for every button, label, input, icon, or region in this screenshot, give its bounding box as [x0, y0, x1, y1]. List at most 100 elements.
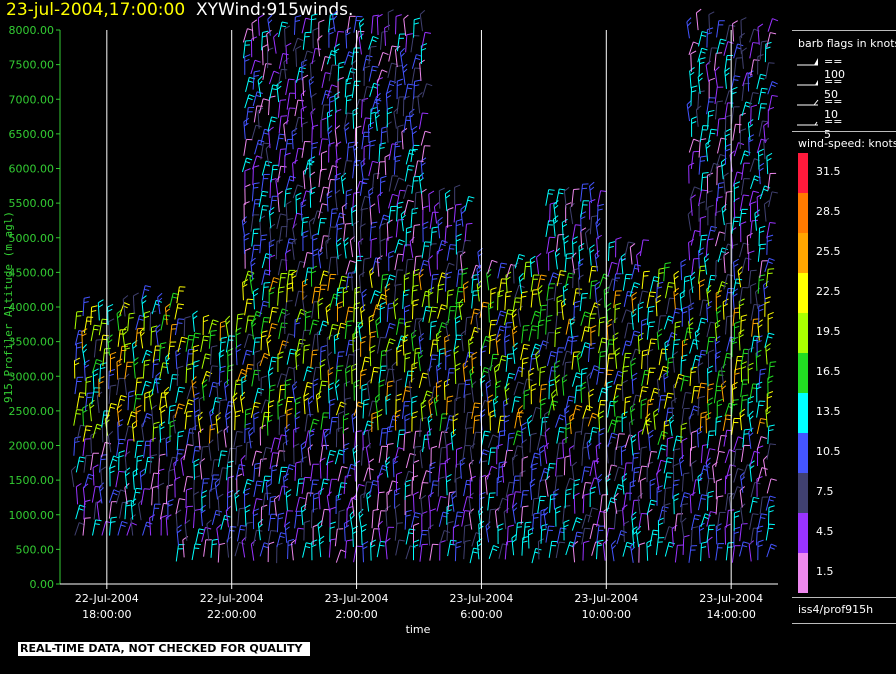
wind-barb [512, 445, 524, 461]
wind-barb [393, 141, 402, 161]
wind-barb [613, 492, 619, 514]
wind-barb [132, 487, 143, 505]
wind-barb [429, 339, 440, 357]
wind-barb [520, 343, 530, 360]
wind-barb [562, 436, 569, 459]
wind-barb [259, 424, 266, 446]
wind-barb [673, 287, 680, 310]
wind-barb [243, 138, 253, 156]
wind-barb [707, 349, 715, 371]
wind-barb [673, 321, 682, 341]
wind-barb [387, 9, 394, 31]
wind-barb [543, 506, 549, 529]
wind-barb [251, 182, 260, 202]
wind-barb [325, 303, 331, 325]
wind-barb [725, 315, 733, 335]
wind-barb [555, 188, 566, 205]
wind-barb [706, 511, 717, 527]
wind-barb [252, 288, 259, 310]
wind-barb [641, 270, 650, 290]
wind-barb [369, 331, 377, 351]
wind-barb [623, 520, 630, 542]
speed-color-label: 16.5 [816, 365, 841, 378]
wind-barb [375, 316, 381, 338]
wind-barb [427, 413, 433, 435]
wind-barb [317, 203, 329, 219]
wind-barb [337, 61, 345, 82]
wind-barb [739, 523, 748, 542]
wind-barb [368, 139, 376, 160]
wind-barb [294, 461, 302, 481]
wind-barb [724, 67, 730, 89]
wind-barb [765, 495, 776, 511]
wind-barb [748, 250, 755, 271]
wind-barb [303, 252, 314, 268]
wind-barb [165, 435, 172, 457]
wind-barb [742, 72, 753, 87]
wind-barb [606, 353, 616, 372]
wind-barb [733, 526, 741, 548]
wind-barb [209, 487, 216, 509]
wind-barb [614, 466, 625, 482]
wind-barb [458, 298, 464, 320]
wind-barb [301, 121, 308, 143]
wind-barb [555, 311, 564, 331]
wind-barb [657, 444, 668, 460]
wind-barb [260, 375, 268, 396]
wind-barb [125, 439, 134, 457]
wind-barb [369, 203, 376, 225]
wind-barb [176, 286, 186, 304]
wind-barb [90, 432, 97, 454]
wind-barb [681, 306, 689, 327]
wind-barb [345, 189, 353, 210]
wind-barb [312, 248, 319, 270]
wind-barb [337, 275, 348, 292]
wind-barb [645, 413, 651, 435]
wind-barb [505, 372, 515, 389]
wind-barb [555, 541, 566, 559]
wind-barb [320, 104, 330, 122]
wind-barb [302, 344, 311, 364]
wind-barb [74, 310, 83, 330]
wind-barb [758, 225, 766, 246]
wind-barb [495, 325, 507, 341]
wind-barb [165, 514, 172, 536]
wind-barb [379, 175, 387, 197]
wind-barb [411, 95, 420, 115]
wind-barb [749, 219, 759, 239]
wind-barb [244, 54, 251, 75]
wind-barb [444, 262, 455, 277]
wind-barb [333, 332, 340, 354]
wind-barb [715, 100, 723, 120]
wind-barb [461, 239, 471, 257]
wind-barb [223, 426, 229, 448]
wind-barb [152, 358, 160, 379]
wind-barb [715, 153, 726, 169]
wind-barb [747, 362, 754, 384]
wind-barb [597, 190, 607, 207]
wind-barb [185, 363, 193, 384]
wind-barb [733, 468, 744, 483]
wind-barb [174, 403, 185, 419]
vertical-gridlines [106, 30, 732, 584]
wind-barb [463, 393, 472, 413]
wind-barb [683, 327, 694, 344]
wind-barb [268, 70, 280, 85]
wind-barb [361, 288, 367, 311]
wind-barb [334, 189, 341, 211]
wind-barb [413, 522, 420, 544]
wind-barb [302, 50, 313, 65]
wind-barb [336, 322, 347, 339]
x-axis-label: time [406, 623, 431, 636]
wind-barb [358, 18, 365, 40]
barb-flag-icon [797, 99, 819, 106]
wind-barb [312, 378, 319, 400]
y-tick-labels: 0.00 500.00 1000.00 1500.00 2000.00 2500.00 30… [9, 24, 60, 591]
wind-barb [461, 267, 469, 288]
wind-barb [394, 269, 404, 287]
wind-barb [463, 524, 471, 544]
x-tick-date: 22-Jul-2004 [200, 592, 264, 605]
wind-barb [715, 478, 723, 500]
wind-barb [261, 160, 272, 176]
wind-barb [529, 255, 536, 278]
